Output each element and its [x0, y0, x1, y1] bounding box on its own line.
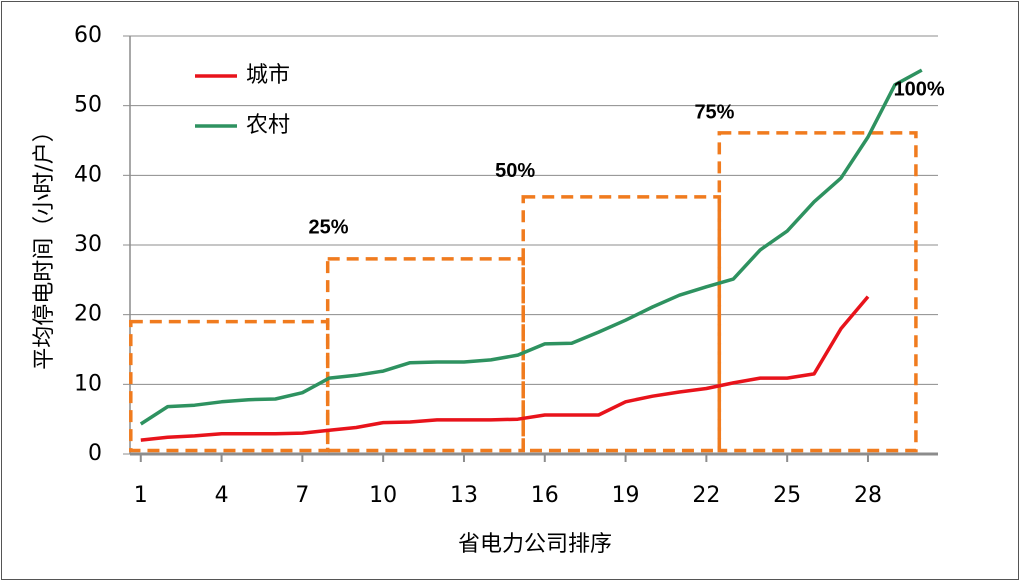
x-tick-label: 7 [295, 483, 309, 508]
x-tick-label: 19 [612, 483, 640, 508]
x-tick-label: 4 [215, 483, 229, 508]
y-tick-label: 40 [74, 162, 102, 187]
series-line [140, 295, 870, 442]
x-axis-label: 省电力公司排序 [458, 532, 612, 557]
annotation: 50% [495, 160, 535, 182]
quartile-box [521, 195, 722, 453]
legend-label: 城市 [246, 63, 290, 88]
x-tick-label: 10 [369, 483, 397, 508]
annotation: 25% [308, 217, 348, 239]
series-line [139, 68, 923, 426]
y-tick-label: 0 [88, 441, 102, 466]
y-tick-label: 50 [74, 93, 102, 118]
x-tick-label: 1 [134, 483, 148, 508]
y-axis-label: 平均停电时间（小时/户） [32, 120, 57, 369]
x-tick-label: 28 [854, 483, 882, 508]
legend-label: 农村 [246, 113, 290, 138]
y-tick-label: 10 [74, 371, 102, 396]
x-tick-label: 13 [450, 483, 478, 508]
y-tick-label: 20 [74, 302, 102, 327]
x-tick-label: 25 [773, 483, 801, 508]
y-tick-label: 30 [74, 232, 102, 257]
x-tick-label: 16 [531, 483, 559, 508]
annotation: 100% [894, 79, 945, 101]
quartile-box [129, 319, 330, 453]
annotation: 75% [694, 102, 734, 124]
x-tick-label: 22 [692, 483, 720, 508]
y-tick-label: 60 [74, 23, 102, 48]
quartile-box [717, 131, 918, 453]
